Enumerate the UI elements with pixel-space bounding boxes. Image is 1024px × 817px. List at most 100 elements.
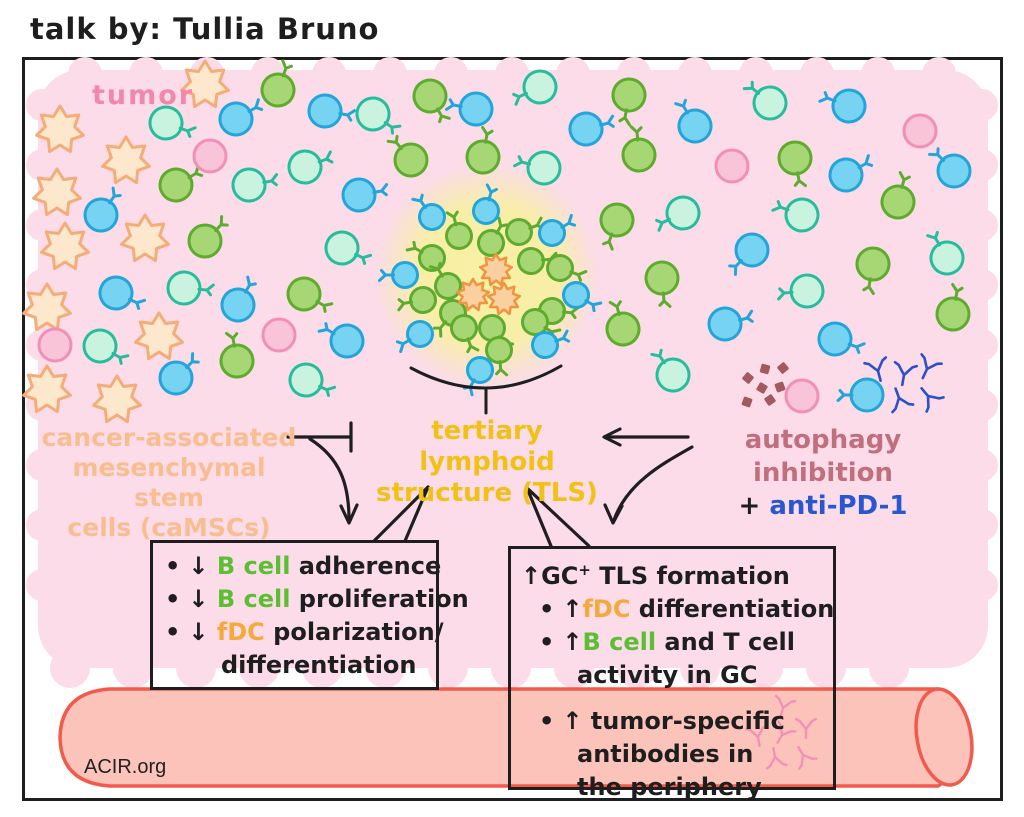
blue-cell: [317, 322, 365, 359]
green-cell: [546, 254, 588, 282]
green-cell: [428, 261, 462, 300]
blue-cell: [83, 186, 122, 233]
drug-particle: [756, 382, 768, 394]
green-cell: [412, 78, 451, 124]
green-cell: [505, 216, 545, 246]
green-cell: [777, 140, 813, 188]
antibody-icon: [863, 356, 888, 382]
blood-vessel: [58, 687, 974, 788]
blue-cell: [411, 193, 446, 231]
camsc-cell: [120, 213, 170, 263]
mint-cell: [771, 197, 820, 233]
camsc-label-line1: cancer-associated: [41, 423, 297, 452]
green-cell: [611, 77, 647, 127]
camsc-effects-box: • ↓ B cell adherence • ↓ B cell proliferati…: [150, 540, 469, 690]
antibody-icon: [774, 694, 797, 718]
blue-cell: [568, 111, 615, 147]
autophagy-label-line1: autophagy inhibition: [744, 425, 902, 488]
blue-cell: [707, 306, 754, 342]
blue-cell: [817, 321, 866, 357]
camsc-cell: [35, 104, 85, 154]
green-cell: [286, 276, 334, 313]
blue-cell: [818, 88, 867, 124]
green-cell: [880, 171, 916, 220]
left-box-wedge: [372, 485, 430, 543]
drug-particle: [741, 396, 753, 408]
green-cell: [605, 300, 641, 347]
autophagy-to-tls-arrowhead: [602, 427, 622, 447]
camsc-cell: [22, 364, 72, 414]
green-cell: [397, 286, 437, 314]
drug-particle: [742, 372, 754, 384]
bullet: •: [539, 628, 555, 656]
box-line: the periphery: [577, 773, 762, 801]
camsc-cell: [134, 311, 184, 361]
camsc-cell: [180, 59, 230, 109]
pink-cell: [261, 317, 297, 353]
green-cell: [445, 210, 473, 250]
blue-cell: [444, 91, 494, 127]
mint-cell: [324, 230, 373, 266]
autophagy-effects-box: ↑GC+ TLS formation • ↑fDC differentiation •…: [508, 546, 836, 801]
mint-cell: [650, 348, 691, 393]
mint-cell: [655, 195, 701, 232]
pink-cell: [37, 327, 73, 363]
mint-cell: [82, 328, 130, 365]
bullet: •: [165, 585, 181, 613]
drug-and-antibodies: [741, 353, 945, 770]
green-cell: [260, 59, 296, 108]
fdc-cell: [455, 277, 491, 312]
bullet: •: [539, 707, 555, 735]
blue-cell: [728, 232, 770, 276]
autophagy-down-arrowhead: [603, 503, 624, 525]
bullet: •: [165, 618, 181, 646]
camsc-cell: [32, 167, 82, 217]
blue-cell: [220, 275, 257, 323]
blue-cell: [674, 98, 713, 144]
box-line: antibodies in: [577, 740, 754, 768]
green-cell: [599, 202, 635, 251]
green-cell: [644, 260, 680, 308]
box-line: • ↑ tumor-specific: [539, 707, 785, 735]
camsc-cell: [101, 135, 151, 185]
camsc-cell: [22, 282, 72, 332]
tls-bracket: [409, 364, 563, 415]
blue-cell: [828, 154, 874, 193]
blue-cell: [378, 261, 419, 289]
blue-cell: [98, 275, 147, 311]
blue-cell: [395, 320, 434, 354]
mint-cell: [231, 167, 279, 203]
blue-cell: [472, 183, 500, 225]
mint-cell: [512, 69, 558, 106]
green-cell: [450, 314, 480, 354]
green-cell: [405, 240, 446, 272]
box-line: differentiation: [221, 651, 417, 679]
antibody-icon: [891, 387, 915, 414]
mint-cell: [355, 96, 402, 135]
tumor-label: tumor: [92, 80, 195, 111]
arrows: [286, 421, 694, 548]
pink-cell: [714, 148, 750, 184]
autophagy-effects-list: ↑GC+ TLS formation • ↑fDC differentiation •…: [521, 554, 834, 804]
camsc-down-arrow: [308, 437, 351, 522]
antibody-icon: [776, 720, 797, 744]
green-cell: [855, 246, 891, 296]
green-cell: [477, 216, 509, 257]
fdc-cell: [478, 252, 514, 287]
blue-cell: [307, 93, 357, 129]
right-box-wedge: [525, 486, 591, 548]
drug-particle: [777, 362, 789, 374]
blue-cell: [531, 329, 571, 359]
pink-cell: [902, 113, 938, 149]
pink-cell: [784, 378, 820, 414]
camsc-label-line2: mesenchymal stem: [72, 453, 266, 512]
green-cell: [485, 336, 513, 377]
mint-cell: [148, 105, 197, 141]
mint-cell: [513, 150, 562, 186]
green-cell: [187, 215, 229, 259]
antibody-icon: [794, 717, 818, 740]
fdc-cell: [486, 281, 522, 316]
camsc-cell: [92, 374, 142, 424]
box-line: • ↓ B cell adherence: [165, 552, 442, 580]
